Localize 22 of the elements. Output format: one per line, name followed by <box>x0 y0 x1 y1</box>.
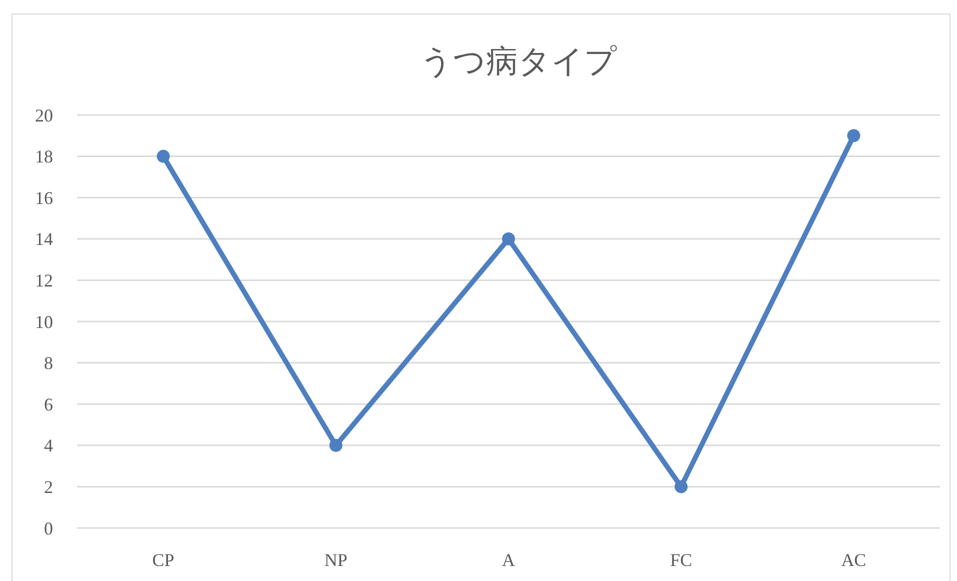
x-tick-label: CP <box>152 550 174 570</box>
point <box>847 129 860 142</box>
y-tick-label: 12 <box>35 270 53 290</box>
point <box>674 480 688 494</box>
x-tick-label: A <box>502 550 515 570</box>
x-tick-label: AC <box>841 550 866 570</box>
y-tick-label: 6 <box>44 394 53 414</box>
x-tick-label: NP <box>324 550 348 570</box>
y-tick-label: 2 <box>44 477 53 497</box>
point <box>502 232 515 246</box>
y-tick-label: 0 <box>44 518 53 538</box>
y-tick-label: 14 <box>35 229 53 250</box>
y-tick-label: 4 <box>44 436 53 456</box>
y-tick-label: 10 <box>35 312 53 332</box>
chart-title: うつ病タイプ <box>420 43 617 79</box>
y-tick-label: 18 <box>35 146 53 167</box>
x-tick-label: FC <box>670 550 692 570</box>
point <box>156 150 170 163</box>
point <box>329 438 342 452</box>
y-tick-label: 20 <box>35 105 53 126</box>
y-tick-label: 8 <box>44 353 53 374</box>
y-tick-label: 16 <box>35 188 53 208</box>
